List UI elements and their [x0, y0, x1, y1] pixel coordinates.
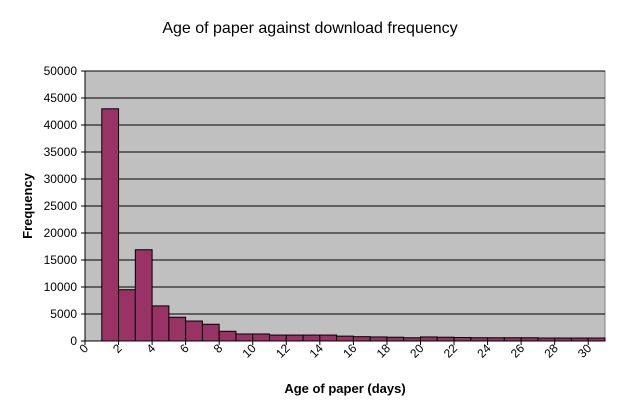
- x-tick-label: 4: [144, 341, 159, 356]
- histogram-bar: [151, 305, 170, 342]
- x-tick-label: 18: [374, 341, 394, 361]
- x-tick-label: 30: [575, 341, 595, 361]
- x-tick-label: 10: [240, 341, 260, 361]
- x-tick-label: 0: [76, 341, 91, 356]
- x-tick-label: 2: [110, 341, 125, 356]
- histogram-bar: [319, 334, 338, 342]
- y-tick-label: 0: [70, 334, 77, 348]
- y-tick-label: 25000: [44, 199, 78, 213]
- histogram-bar: [218, 330, 237, 342]
- gridlines: [85, 70, 605, 315]
- histogram-bar: [336, 335, 354, 342]
- histogram-bar: [185, 320, 203, 342]
- histogram-bar: [118, 289, 136, 342]
- histogram-bar: [386, 336, 405, 342]
- y-tick-label: 5000: [50, 307, 77, 321]
- histogram-bar: [369, 336, 388, 342]
- x-tick-label: 14: [307, 341, 327, 361]
- histogram-bar: [436, 336, 455, 342]
- bars: [101, 108, 606, 342]
- chart-title: Age of paper against download frequency: [162, 20, 457, 37]
- x-tick-label: 22: [441, 341, 461, 361]
- histogram-bar: [453, 336, 472, 342]
- histogram-bar: [352, 336, 371, 342]
- y-tick-label: 30000: [44, 172, 78, 186]
- histogram-bar: [285, 334, 304, 342]
- y-tick-label: 10000: [44, 280, 78, 294]
- histogram-bar: [201, 323, 220, 342]
- histogram-bar: [252, 333, 271, 342]
- y-tick-label: 15000: [44, 253, 78, 267]
- x-tick-label: 12: [273, 341, 293, 361]
- x-tick-label: 6: [177, 341, 192, 356]
- x-tick-label: 8: [211, 341, 226, 356]
- x-tick-label: 20: [407, 341, 427, 361]
- y-tick-label: 35000: [44, 145, 78, 159]
- x-tick-label: 26: [508, 341, 528, 361]
- y-tick-label: 50000: [44, 64, 78, 78]
- histogram-bar: [269, 334, 287, 342]
- x-tick-labels: 0 2 4 6 8 10 12 14 16 18 20 22 24 26 28 30: [76, 341, 594, 361]
- histogram-bar: [235, 333, 254, 342]
- y-tick-label: 40000: [44, 118, 78, 132]
- y-tick-label: 45000: [44, 91, 78, 105]
- x-tick-label: 16: [340, 341, 360, 361]
- histogram-bar: [419, 336, 438, 342]
- y-axis-title: Frequency: [20, 172, 35, 239]
- histogram-bar: [134, 249, 153, 342]
- histogram-bar: [101, 108, 120, 342]
- histogram-bar: [168, 316, 187, 342]
- x-tick-label: 28: [541, 341, 561, 361]
- y-tick-labels: 0 5000 10000 15000 20000 25000 30000 35000 40000…: [44, 64, 85, 348]
- histogram-bar: [302, 334, 321, 342]
- y-tick-label: 20000: [44, 226, 78, 240]
- x-axis-title: Age of paper (days): [284, 381, 405, 396]
- x-tick-label: 24: [474, 341, 494, 361]
